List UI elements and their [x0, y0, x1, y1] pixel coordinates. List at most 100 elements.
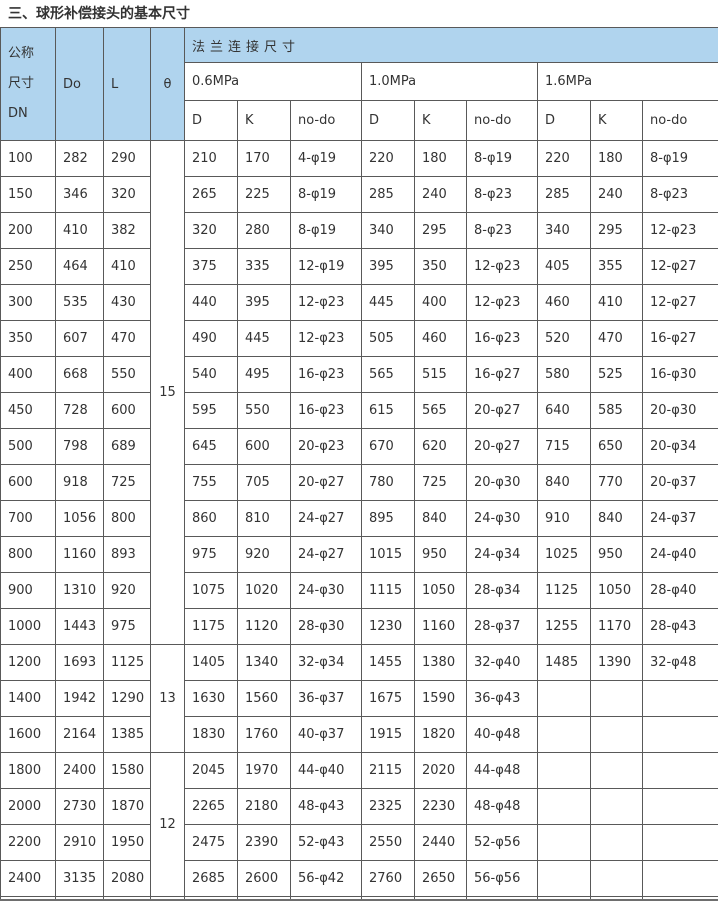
table-cell [537, 716, 591, 753]
table-cell: 24-φ27 [290, 536, 362, 573]
table-cell: 28-φ40 [641, 572, 718, 609]
table-cell: 1693 [55, 644, 104, 681]
table-cell: 40-φ37 [290, 716, 362, 753]
table-cell [537, 788, 591, 825]
table-cell: 725 [414, 464, 467, 501]
table-cell: 32-φ34 [290, 644, 362, 681]
table-row: 150 346 320 265 225 8-φ19 285 240 8-φ23 285 240 8-φ… [0, 176, 718, 213]
table-cell: 600 [0, 464, 56, 501]
table-cell: 520 [537, 320, 591, 357]
table-cell: 615 [361, 392, 415, 429]
header-pressure-1.0mpa: 1.0MPa [361, 62, 538, 101]
table-cell: 290 [103, 140, 151, 177]
table-cell: 350 [0, 320, 56, 357]
table-cell: 13 [150, 644, 185, 753]
header-l: L [103, 27, 151, 141]
table-cell: 450 [0, 392, 56, 429]
table-cell: 1455 [361, 644, 415, 681]
table-body: 100 282 290 15 210 170 4-φ19 220 180 8-φ19 220 180 8… [0, 140, 718, 901]
table-cell: 1160 [55, 536, 104, 573]
table-cell: 36-φ43 [466, 680, 538, 717]
dimensions-table: 公称 尺寸 DN Do L θ 法兰连接尺寸 0.6MPa 1.0MPa 1.6… [0, 27, 718, 901]
table-header: 公称 尺寸 DN Do L θ 法兰连接尺寸 0.6MPa 1.0MPa 1.6… [0, 27, 718, 141]
table-cell: 715 [537, 428, 591, 465]
table-cell: 500 [0, 428, 56, 465]
header-nodo-0.6: no-do [290, 100, 362, 141]
table-cell: 56-φ56 [466, 860, 538, 897]
table-cell [590, 860, 643, 897]
table-cell: 320 [184, 212, 238, 249]
table-cell: 950 [590, 536, 643, 573]
table-cell: 728 [55, 392, 104, 429]
table-cell: 346 [55, 176, 104, 213]
table-cell: 975 [103, 608, 151, 645]
table-cell: 505 [361, 320, 415, 357]
page-title: 三、球形补偿接头的基本尺寸 [8, 6, 190, 22]
table-cell [414, 896, 467, 901]
table-cell: 28-φ34 [466, 572, 538, 609]
table-cell: 355 [590, 248, 643, 285]
table-cell: 2115 [361, 752, 415, 789]
header-k-1.6: K [590, 100, 643, 141]
table-cell: 48-φ48 [466, 788, 538, 825]
table-cell [290, 896, 362, 901]
table-cell: 410 [103, 248, 151, 285]
table-cell: 1056 [55, 500, 104, 537]
table-cell: 1050 [590, 572, 643, 609]
table-cell [641, 788, 718, 825]
table-cell: 470 [590, 320, 643, 357]
table-cell: 1175 [184, 608, 238, 645]
table-cell: 395 [237, 284, 291, 321]
table-cell: 8-φ23 [641, 176, 718, 213]
table-cell: 1970 [237, 752, 291, 789]
table-cell: 295 [414, 212, 467, 249]
table-row: 200 410 382 320 280 8-φ19 340 295 8-φ23 340 295 12-… [0, 212, 718, 249]
table-cell: 460 [537, 284, 591, 321]
table-cell: 650 [590, 428, 643, 465]
table-cell: 265 [184, 176, 238, 213]
table-cell [590, 788, 643, 825]
table-cell: 490 [184, 320, 238, 357]
table-cell: 1950 [103, 824, 151, 861]
table-cell: 1560 [237, 680, 291, 717]
table-cell: 52-φ43 [290, 824, 362, 861]
table-cell: 1390 [590, 644, 643, 681]
table-cell: 382 [103, 212, 151, 249]
table-cell: 16-φ27 [641, 320, 718, 357]
table-row: 2200 2910 1950 2475 2390 52-φ43 2550 2440 52-φ56 [0, 824, 718, 861]
table-cell: 56-φ42 [290, 860, 362, 897]
table-row: 600 918 725 755 705 20-φ27 780 725 20-φ30 840 770 2… [0, 464, 718, 501]
table-cell: 12 [150, 752, 185, 897]
table-row: 2000 2730 1870 2265 2180 48-φ43 2325 2230 48-φ48 [0, 788, 718, 825]
table-row: 2400 3135 2080 2685 2600 56-φ42 2760 2650 56-φ56 [0, 860, 718, 897]
table-cell: 36-φ37 [290, 680, 362, 717]
table-cell: 700 [0, 500, 56, 537]
table-cell: 1800 [0, 752, 56, 789]
table-cell: 900 [0, 572, 56, 609]
table-cell: 320 [103, 176, 151, 213]
table-cell: 4-φ19 [290, 140, 362, 177]
table-cell: 2200 [0, 824, 56, 861]
table-cell: 24-φ27 [290, 500, 362, 537]
table-cell [537, 752, 591, 789]
table-cell: 975 [184, 536, 238, 573]
table-cell: 515 [414, 356, 467, 393]
table-cell: 565 [414, 392, 467, 429]
table-cell: 1760 [237, 716, 291, 753]
table-cell: 8-φ23 [466, 176, 538, 213]
table-cell: 1820 [414, 716, 467, 753]
table-cell [641, 896, 718, 901]
table-cell: 1340 [237, 644, 291, 681]
table-cell [150, 896, 185, 901]
table-row: 300 535 430 440 395 12-φ23 445 400 12-φ23 460 410 1… [0, 284, 718, 321]
table-cell: 400 [0, 356, 56, 393]
table-cell: 340 [361, 212, 415, 249]
table-cell [537, 680, 591, 717]
table-cell: 1170 [590, 608, 643, 645]
table-cell: 150 [0, 176, 56, 213]
table-cell: 16-φ23 [290, 356, 362, 393]
table-cell: 20-φ30 [641, 392, 718, 429]
table-cell: 1125 [537, 572, 591, 609]
table-cell: 28-φ30 [290, 608, 362, 645]
table-cell: 2390 [237, 824, 291, 861]
